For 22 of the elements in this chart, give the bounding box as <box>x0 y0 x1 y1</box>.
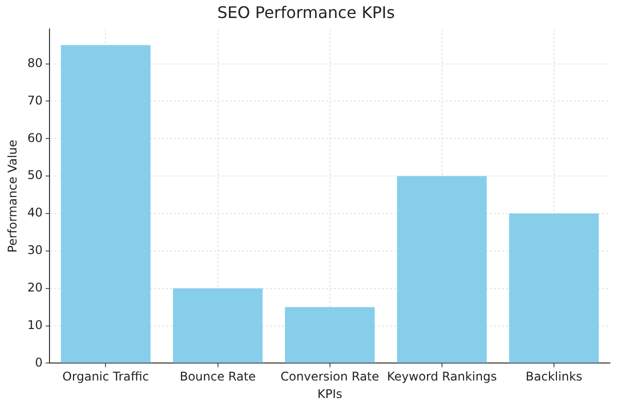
y-tick-label: 30 <box>27 243 43 258</box>
y-axis-title: Performance Value <box>5 140 20 253</box>
x-axis-title: KPIs <box>317 386 342 401</box>
y-tick-label: 80 <box>27 56 43 70</box>
y-tick-label: 20 <box>27 280 43 294</box>
y-tick-label: 0 <box>35 355 43 370</box>
x-tick-label: Backlinks <box>526 370 582 384</box>
bar <box>509 214 599 363</box>
x-tick-label: Keyword Rankings <box>386 370 497 384</box>
chart-title: SEO Performance KPIs <box>217 2 395 22</box>
x-tick-label: Conversion Rate <box>280 370 380 384</box>
bar <box>172 288 263 363</box>
bar <box>60 45 151 363</box>
bar <box>285 307 375 363</box>
bar <box>397 176 487 363</box>
y-tick-label: 10 <box>27 318 43 332</box>
y-tick-label: 50 <box>27 168 43 182</box>
x-tick-label: Organic Traffic <box>62 370 149 384</box>
y-tick-label: 70 <box>27 93 43 108</box>
y-tick-label: 60 <box>27 130 43 145</box>
y-tick-label: 40 <box>27 206 43 220</box>
x-tick-label: Bounce Rate <box>180 370 256 384</box>
